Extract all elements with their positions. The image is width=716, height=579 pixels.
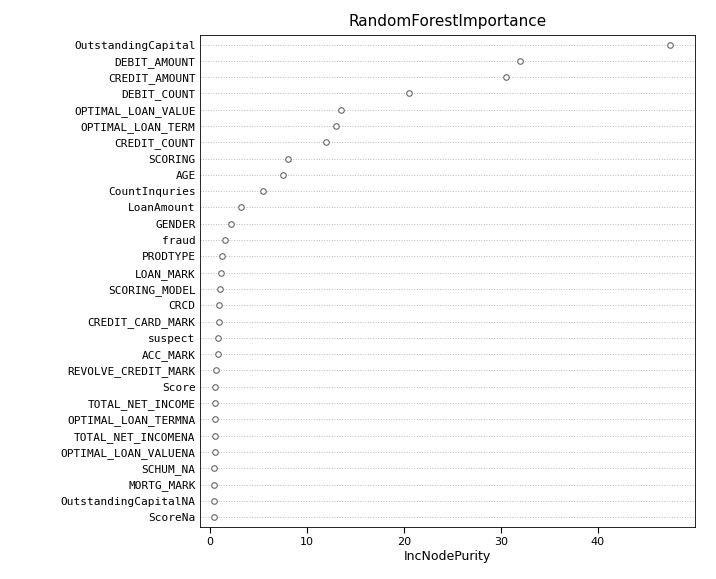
X-axis label: IncNodePurity: IncNodePurity (404, 550, 491, 563)
Title: RandomForestImportance: RandomForestImportance (349, 14, 546, 30)
